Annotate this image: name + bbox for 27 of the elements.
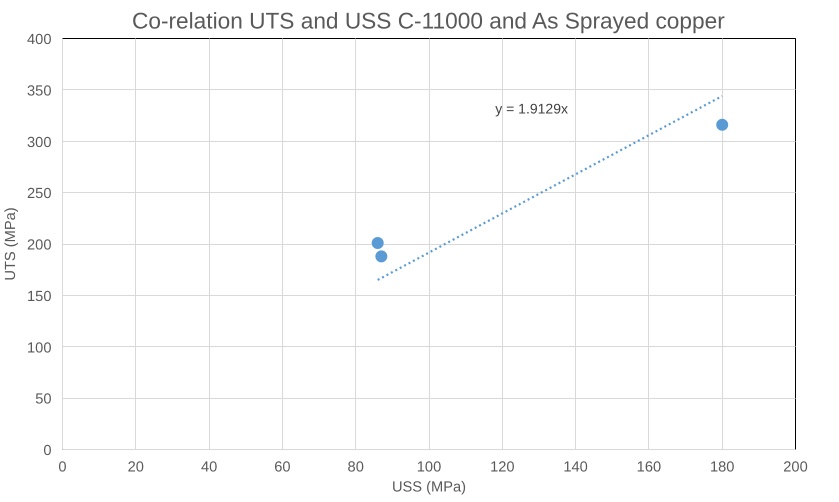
y-tick-label: 300 <box>27 134 52 151</box>
chart-title: Co-relation UTS and USS C-11000 and As Sprayed copper <box>132 8 726 34</box>
x-tick-label: 20 <box>128 460 144 476</box>
point <box>716 118 728 131</box>
x-tick-label: 80 <box>348 460 364 476</box>
annotation: y = 1.9129x <box>495 100 568 116</box>
y-tick-label: 0 <box>43 443 52 459</box>
x-axis-title: USS (MPa) <box>392 480 466 496</box>
x-tick-label: 0 <box>58 460 67 476</box>
x-tick-label: 100 <box>416 460 442 476</box>
y-tick-label: 400 <box>27 32 52 48</box>
y-tick-label: 100 <box>27 340 52 356</box>
x-tick-label: 60 <box>274 460 291 476</box>
point <box>372 236 384 249</box>
y-tick-label: 250 <box>27 186 52 202</box>
y-tick-label: 150 <box>27 288 52 305</box>
x-tick-label: 140 <box>563 460 588 476</box>
y-axis-title: UTS (MPa) <box>3 207 20 281</box>
x-tick-label: 200 <box>783 460 808 476</box>
y-tick-label: 200 <box>27 238 52 254</box>
y-tick-label: 350 <box>27 83 52 100</box>
x-tick-label: 180 <box>710 460 734 476</box>
y-tick-label: 50 <box>35 392 52 408</box>
x-tick-label: 120 <box>490 460 515 476</box>
x-tick-label: 160 <box>636 460 662 476</box>
x-tick-label: 40 <box>200 460 218 476</box>
point <box>375 250 388 262</box>
